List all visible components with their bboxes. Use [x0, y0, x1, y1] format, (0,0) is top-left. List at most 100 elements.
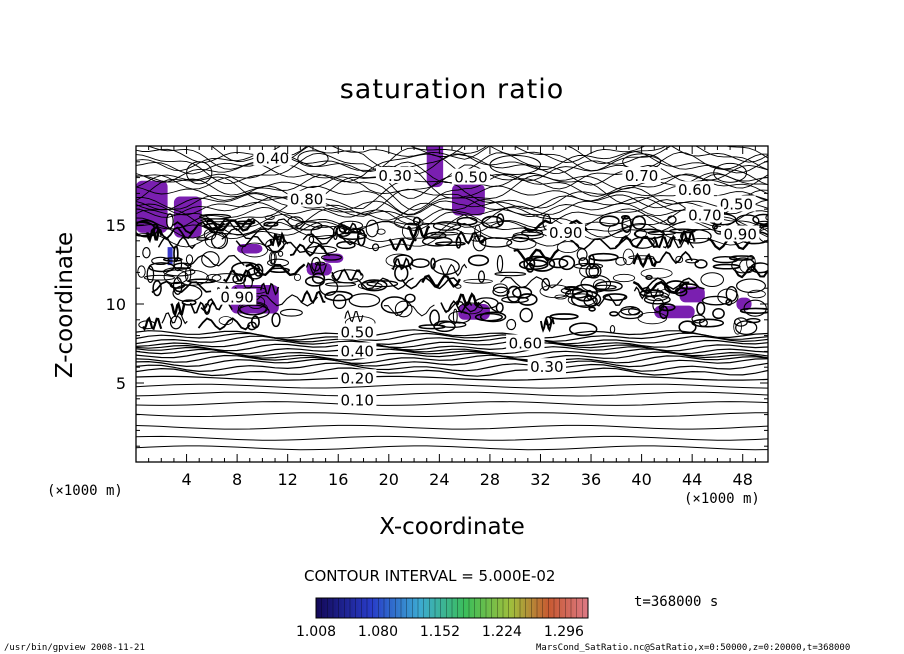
contour-line [157, 236, 196, 250]
contour-line [302, 233, 361, 246]
contour-line [735, 320, 758, 336]
contour-line [136, 153, 768, 183]
x-tick-label: 4 [181, 470, 191, 489]
contour-label: 0.40 [256, 150, 289, 168]
contour-line [136, 206, 768, 231]
colorbar-cell [361, 598, 365, 618]
contour-line [489, 154, 541, 175]
contour-line [338, 231, 368, 240]
contour-line [700, 272, 725, 288]
contour-line [136, 166, 768, 205]
contour-label-bg [217, 288, 257, 305]
colorbar-cell [321, 598, 325, 618]
contour-line [293, 273, 302, 282]
contour-line [146, 265, 155, 284]
colorbar-cell [392, 598, 396, 618]
contour-line [643, 294, 671, 305]
colorbar-cell [412, 598, 416, 618]
contour-line [186, 161, 213, 185]
contour-line [677, 229, 696, 246]
contour-line [206, 218, 256, 232]
colorbar-cell [565, 598, 569, 618]
contour-line [311, 272, 326, 284]
contour-line [151, 280, 212, 294]
contour-line [136, 391, 768, 397]
contour-line [136, 424, 768, 430]
colorbar-cell [375, 598, 379, 618]
contour-label-bg [546, 223, 585, 240]
contour-label-bg [685, 206, 724, 223]
contour-line [136, 344, 768, 355]
contour-line [136, 332, 768, 342]
contour-line [169, 315, 183, 330]
contour-line [270, 252, 276, 265]
contour-line [609, 311, 619, 317]
contour-line [733, 318, 742, 335]
colorbar: 1.008 1.080 1.152 1.224 1.296 [296, 597, 589, 640]
contour-line [136, 220, 768, 241]
contour-line [444, 300, 498, 313]
contour-line [667, 215, 677, 225]
contour-label: 0.30 [378, 167, 411, 185]
contour-line [318, 278, 339, 296]
time-label: t=368000 s [634, 594, 719, 610]
contour-line [554, 294, 567, 300]
contour-line [161, 311, 188, 325]
colorbar-tick-label: 1.080 [358, 624, 398, 640]
colorbar-cell [420, 598, 425, 618]
contour-line [331, 268, 363, 282]
contour-line [602, 293, 628, 302]
contour-line [136, 193, 768, 216]
contour-line [237, 304, 270, 319]
x-tick-label: 40 [631, 470, 651, 489]
x-tick-label: 48 [733, 470, 753, 489]
contour-line [151, 256, 170, 266]
contour-line [182, 254, 245, 267]
x-tick-label: 32 [530, 470, 550, 489]
contour-line [165, 213, 174, 229]
contour-line [635, 229, 647, 238]
contour-line [612, 273, 636, 283]
shaded-region [768, 193, 781, 256]
contour-line [474, 312, 503, 322]
footer-right: MarsCond_SatRatio.nc@SatRatio,x=0:50000,… [536, 643, 851, 653]
contour-line [433, 320, 456, 333]
colorbar-cell [500, 598, 504, 618]
colorbar-cell [554, 598, 558, 618]
colorbar-cell [333, 598, 337, 618]
contour-line [736, 278, 766, 294]
contour-line [747, 289, 766, 299]
contour-line [231, 261, 261, 277]
contour-line [136, 445, 768, 451]
contour-label: 0.40 [340, 342, 373, 360]
contour-line [181, 299, 197, 306]
colorbar-cell [457, 598, 461, 618]
contour-line [632, 252, 658, 269]
contour-line [519, 307, 533, 323]
contour-line [143, 274, 176, 281]
contour-line [407, 223, 431, 240]
colorbar-cell [389, 598, 393, 618]
colorbar-cell [571, 598, 575, 618]
contour-line [259, 282, 280, 296]
contour-line [713, 162, 748, 183]
contour-label-bg [338, 323, 377, 340]
contour-line [223, 269, 255, 283]
colorbar-cell [531, 598, 535, 618]
colorbar-cell [486, 598, 490, 618]
contour-line [152, 280, 162, 297]
contour-line [712, 256, 739, 264]
contour-label: 0.60 [678, 181, 711, 199]
contour-line [731, 257, 756, 274]
contour-line [659, 305, 669, 320]
contour-line [728, 255, 755, 261]
contour-line [432, 221, 462, 231]
contour-line [267, 241, 324, 254]
contour-line [311, 256, 321, 272]
contour-label: 0.50 [340, 323, 373, 341]
colorbar-cell [443, 598, 447, 618]
chart-title: saturation ratio [339, 74, 565, 105]
contour-line [452, 308, 458, 324]
